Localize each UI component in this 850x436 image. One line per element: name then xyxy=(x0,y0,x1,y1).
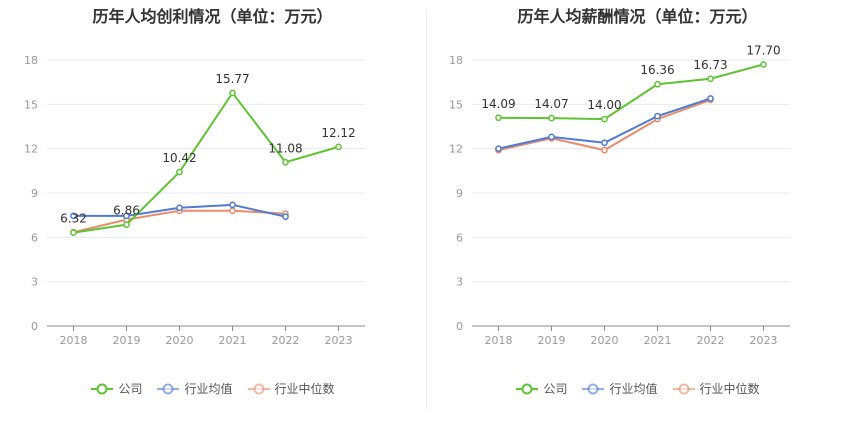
data-point xyxy=(601,115,608,123)
data-point xyxy=(229,207,236,215)
x-tick-label: 2018 xyxy=(485,334,513,347)
legend-item[interactable]: 行业中位数 xyxy=(247,380,335,397)
data-point xyxy=(548,133,555,141)
legend-label: 公司 xyxy=(118,382,143,396)
data-label: 16.36 xyxy=(640,63,674,77)
x-tick-label: 2019 xyxy=(113,334,141,347)
y-tick-label: 18 xyxy=(449,54,463,67)
data-point xyxy=(654,112,661,120)
legend-label: 行业均值 xyxy=(609,382,658,396)
y-tick-label: 12 xyxy=(24,143,38,156)
x-tick-label: 2023 xyxy=(750,334,778,347)
data-label: 16.73 xyxy=(693,58,727,72)
legend-label: 行业均值 xyxy=(184,382,233,396)
salary-chart-svg: 0 3 6 9 12 15 18 2018 2019 2020 2021 2022 2023 14.09 1… xyxy=(449,43,790,347)
x-tick-label: 2020 xyxy=(166,334,194,347)
x-tick-label: 2023 xyxy=(325,334,353,347)
legend-item[interactable]: 公司 xyxy=(90,380,142,397)
legend-swatch-marker xyxy=(253,383,264,394)
legend-swatch-marker xyxy=(162,383,174,394)
data-point xyxy=(229,89,236,97)
y-tick-label: 0 xyxy=(31,320,38,333)
salary-chart-panel: 历年人均薪酬情况（单位：万元） 0 3 6 9 12 15 18 2018 2019 2020 20… xyxy=(425,0,850,436)
y-tick-label: 9 xyxy=(456,187,463,200)
legend-swatch-marker xyxy=(96,383,108,394)
data-point xyxy=(548,114,555,122)
x-tick-label: 2022 xyxy=(697,334,725,347)
y-tick-label: 3 xyxy=(31,276,38,289)
legend-swatch-marker xyxy=(521,383,533,394)
legend-item[interactable]: 行业中位数 xyxy=(672,380,760,397)
legend-label: 行业中位数 xyxy=(699,382,760,396)
x-tick-label: 2021 xyxy=(644,334,672,347)
data-label: 14.00 xyxy=(587,98,621,112)
legend-item[interactable]: 公司 xyxy=(515,380,567,397)
data-label: 6.86 xyxy=(113,204,140,218)
profit-chart-legend: 公司 行业均值 行业中位数 xyxy=(0,380,425,397)
data-point xyxy=(760,61,767,68)
series-line xyxy=(498,63,764,121)
data-point xyxy=(495,145,502,153)
data-point xyxy=(282,213,289,220)
data-point xyxy=(176,168,183,176)
data-point xyxy=(123,221,130,228)
legend-label: 行业中位数 xyxy=(274,382,335,396)
x-tick-label: 2022 xyxy=(272,334,300,347)
legend-item[interactable]: 行业均值 xyxy=(156,380,233,397)
divider xyxy=(426,10,427,410)
y-tick-label: 6 xyxy=(31,231,38,244)
chart-title: 历年人均薪酬情况（单位：万元） xyxy=(517,7,758,26)
data-label: 10.42 xyxy=(162,151,196,165)
y-tick-label: 15 xyxy=(449,98,463,111)
legend-label: 公司 xyxy=(543,382,568,396)
data-point xyxy=(70,212,77,220)
y-tick-label: 12 xyxy=(449,143,463,156)
data-label: 14.07 xyxy=(534,97,568,111)
y-tick-label: 15 xyxy=(24,98,38,111)
legend-swatch xyxy=(91,383,114,394)
series-line xyxy=(73,91,339,234)
x-tick-label: 2021 xyxy=(219,334,247,347)
data-point xyxy=(601,146,608,154)
y-tick-label: 18 xyxy=(24,54,38,67)
data-point xyxy=(123,212,130,220)
data-point xyxy=(707,75,714,83)
data-label: 6.32 xyxy=(60,212,87,226)
legend-item[interactable]: 行业均值 xyxy=(581,380,658,397)
y-tick-label: 3 xyxy=(456,276,463,289)
data-label: 11.08 xyxy=(268,141,302,155)
legend-swatch xyxy=(247,383,270,394)
data-point xyxy=(70,229,77,236)
data-label: 14.09 xyxy=(481,97,515,111)
data-point xyxy=(495,114,502,122)
profit-chart-svg: 0 3 6 9 12 15 18 2018 2019 2020 2021 2022 2023 6.32 6.… xyxy=(24,54,365,347)
chart-title: 历年人均创利情况（单位：万元） xyxy=(92,7,333,26)
data-point xyxy=(282,158,289,166)
y-tick-label: 6 xyxy=(456,231,463,244)
data-point xyxy=(176,204,183,212)
x-tick-label: 2018 xyxy=(60,334,88,347)
data-label: 15.77 xyxy=(215,72,249,86)
x-tick-label: 2020 xyxy=(591,334,619,347)
data-point xyxy=(601,139,608,147)
data-label: 17.70 xyxy=(746,43,780,57)
data-point xyxy=(707,95,714,102)
salary-chart-legend: 公司 行业均值 行业中位数 xyxy=(425,380,850,397)
data-point xyxy=(335,143,342,151)
data-point xyxy=(654,80,661,88)
legend-swatch xyxy=(582,383,605,394)
legend-swatch-marker xyxy=(587,383,599,394)
legend-swatch xyxy=(672,383,695,394)
x-tick-label: 2019 xyxy=(538,334,566,347)
y-tick-label: 9 xyxy=(31,187,38,200)
legend-swatch xyxy=(516,383,539,394)
data-label: 12.12 xyxy=(321,126,355,140)
legend-swatch xyxy=(157,383,180,394)
y-tick-label: 0 xyxy=(456,320,463,333)
legend-swatch-marker xyxy=(678,383,689,394)
profit-chart-panel: 历年人均创利情况（单位：万元） 0 3 6 9 12 15 18 2018 2019 2020 20… xyxy=(0,7,425,397)
data-point xyxy=(229,201,236,209)
